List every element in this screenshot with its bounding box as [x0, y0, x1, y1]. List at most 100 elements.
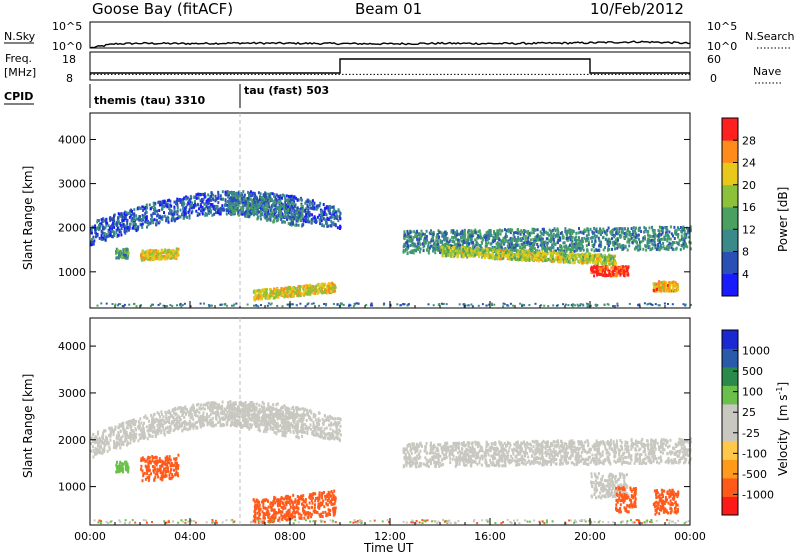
data-cell [232, 205, 235, 209]
data-cell [305, 207, 308, 211]
data-cell [261, 295, 263, 299]
data-cell [114, 222, 116, 226]
data-cell [567, 229, 570, 233]
data-cell [485, 235, 487, 239]
data-cell [549, 254, 552, 258]
data-cell [474, 230, 477, 234]
data-cell [232, 211, 235, 215]
data-cell [406, 251, 409, 255]
data-cell [466, 251, 469, 255]
data-cell [643, 230, 646, 234]
data-cell [440, 246, 443, 249]
data-cell [175, 253, 178, 257]
data-cell [298, 215, 301, 219]
data-cell [253, 298, 256, 301]
freq-tick-top: 18 [62, 53, 76, 66]
data-cell [101, 231, 104, 235]
data-cell [316, 283, 319, 287]
data-cell [618, 243, 621, 246]
data-cell [450, 252, 453, 256]
data-cell [241, 206, 244, 210]
data-cell [591, 240, 594, 244]
data-cell [571, 239, 574, 243]
data-cell [281, 293, 284, 297]
data-cell [117, 248, 119, 252]
data-cell [133, 212, 136, 216]
data-cell [582, 255, 585, 259]
data-cell [146, 257, 149, 261]
data-cell [285, 204, 288, 208]
data-cell [311, 205, 314, 208]
data-cell [579, 303, 582, 306]
data-cell [477, 234, 480, 238]
data-cell [542, 227, 545, 231]
data-cell [149, 217, 152, 221]
data-cell [120, 227, 123, 230]
data-cell [459, 243, 462, 247]
data-cell [302, 223, 304, 227]
data-cell [144, 220, 147, 224]
data-cell [576, 245, 579, 249]
data-cell [658, 232, 660, 236]
data-cell [539, 256, 542, 260]
data-cell [544, 240, 547, 244]
data-cell [185, 205, 188, 209]
data-cell [558, 238, 561, 242]
data-cell [532, 257, 535, 261]
data-cell [591, 253, 594, 257]
data-cell [233, 202, 236, 206]
data-cell [334, 224, 337, 228]
data-cell [404, 244, 407, 248]
data-cell [148, 203, 151, 207]
data-cell [140, 252, 143, 256]
data-cell [203, 195, 206, 199]
data-cell [320, 284, 323, 287]
data-cell [593, 242, 596, 246]
data-cell [138, 218, 141, 222]
data-cell [263, 291, 266, 295]
data-cell [272, 208, 275, 212]
data-cell [563, 254, 566, 258]
data-cell [282, 220, 285, 224]
data-cell [555, 249, 558, 253]
data-cell [330, 287, 332, 290]
data-cell [586, 257, 589, 261]
data-cell [685, 233, 688, 237]
data-cell [544, 230, 547, 234]
data-cell [209, 203, 212, 206]
data-cell [271, 291, 274, 295]
data-cell [449, 255, 452, 258]
data-cell [251, 201, 254, 205]
data-cell [130, 213, 133, 217]
data-cell [529, 233, 532, 237]
data-cell [235, 195, 238, 199]
data-cell [640, 240, 643, 244]
data-cell [595, 255, 597, 259]
data-cell [657, 304, 660, 307]
data-cell [104, 218, 107, 222]
data-cell [209, 195, 212, 199]
data-cell [603, 258, 606, 262]
data-cell [285, 198, 288, 202]
data-cell [240, 210, 243, 214]
data-cell [594, 304, 597, 306]
data-cell [287, 212, 290, 216]
data-cell [287, 198, 290, 202]
data-cell [510, 242, 513, 246]
data-cell [543, 243, 546, 247]
data-cell [166, 215, 169, 219]
data-cell [97, 226, 100, 230]
data-cell [623, 269, 626, 273]
data-cell [539, 238, 542, 242]
data-cell [406, 229, 409, 233]
data-cell [416, 230, 418, 234]
data-cell [211, 213, 214, 217]
data-cell [595, 260, 598, 264]
data-cell [264, 288, 267, 291]
data-cell [264, 191, 267, 195]
data-cell [551, 260, 554, 264]
data-cell [654, 233, 656, 237]
data-cell [668, 246, 670, 250]
data-cell [304, 208, 307, 212]
data-cell [664, 247, 667, 251]
